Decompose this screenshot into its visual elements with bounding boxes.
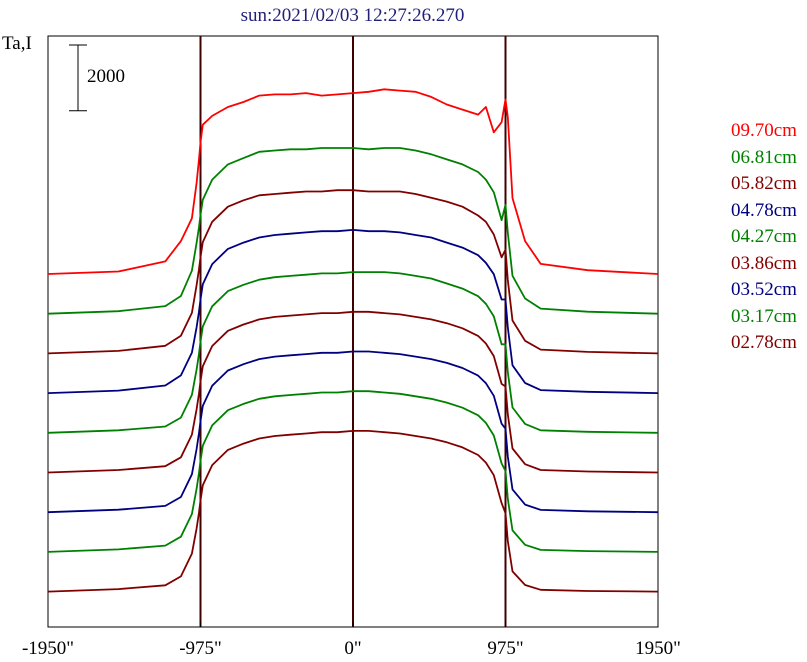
series-line-03.86cm bbox=[47, 310, 659, 474]
series-line-09.70cm bbox=[47, 88, 659, 275]
legend-entry: 03.17cm bbox=[731, 305, 797, 327]
scale-bar-label: 2000 bbox=[87, 66, 125, 87]
chart-title: sun:2021/02/03 12:27:26.270 bbox=[240, 5, 465, 26]
legend-entry: 09.70cm bbox=[731, 120, 797, 141]
series-line-03.52cm bbox=[47, 350, 659, 514]
x-tick-label: 975" bbox=[487, 638, 524, 659]
legend-entry: 04.78cm bbox=[731, 199, 797, 221]
series-line-02.78cm bbox=[47, 430, 659, 593]
legend-entry: 04.27cm bbox=[731, 226, 797, 247]
x-tick-label: -1950" bbox=[21, 638, 75, 659]
y-axis-label: Ta,I bbox=[2, 33, 32, 54]
legend-entry: 03.52cm bbox=[731, 279, 797, 300]
series-line-03.17cm bbox=[47, 390, 659, 553]
x-tick-label: 1950" bbox=[635, 638, 681, 659]
series-line-04.78cm bbox=[47, 229, 659, 394]
series-line-06.81cm bbox=[47, 147, 659, 315]
legend-entry: 03.86cm bbox=[731, 252, 797, 274]
series-line-04.27cm bbox=[47, 271, 659, 434]
legend-entry: 06.81cm bbox=[731, 146, 797, 168]
legend-entry: 05.82cm bbox=[731, 173, 797, 194]
legend-entry: 02.78cm bbox=[731, 332, 797, 353]
legend: 09.70cm 06.81cm 05.82cm 04.78cm 04.27cm 03.86… bbox=[731, 118, 797, 357]
x-tick-label: -975" bbox=[179, 638, 222, 659]
series-line-05.82cm bbox=[47, 189, 659, 355]
x-tick-label: 0" bbox=[344, 638, 362, 659]
